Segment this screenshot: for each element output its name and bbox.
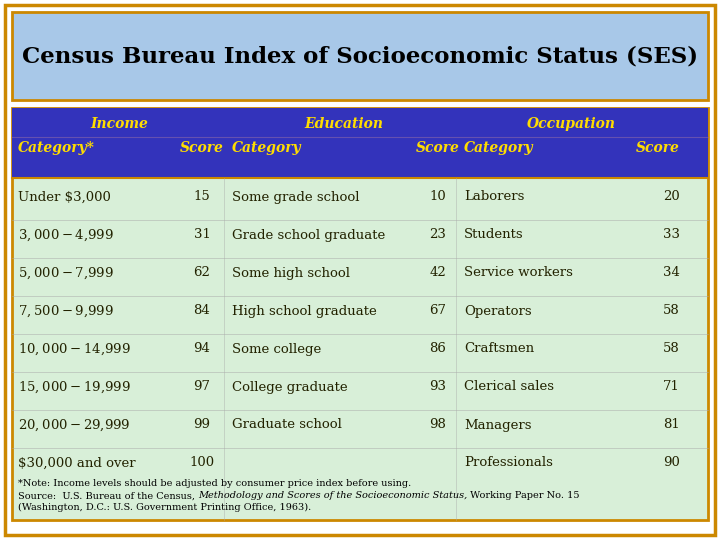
Text: (Washington, D.C.: U.S. Government Printing Office, 1963).: (Washington, D.C.: U.S. Government Print… xyxy=(18,502,311,511)
Text: College graduate: College graduate xyxy=(232,381,348,394)
Text: $20,000-$29,999: $20,000-$29,999 xyxy=(18,417,130,433)
Text: $30,000 and over: $30,000 and over xyxy=(18,456,135,469)
Text: 84: 84 xyxy=(194,305,210,318)
Text: 98: 98 xyxy=(430,418,446,431)
Text: 34: 34 xyxy=(663,267,680,280)
Text: 99: 99 xyxy=(194,418,210,431)
Text: Score: Score xyxy=(416,141,460,155)
Text: Graduate school: Graduate school xyxy=(232,418,342,431)
Text: Education: Education xyxy=(305,117,384,131)
Text: Professionals: Professionals xyxy=(464,456,553,469)
Text: Score: Score xyxy=(180,141,224,155)
Text: 81: 81 xyxy=(663,418,680,431)
Text: Under $3,000: Under $3,000 xyxy=(18,191,111,204)
Text: Occupation: Occupation xyxy=(526,117,616,131)
Text: Grade school graduate: Grade school graduate xyxy=(232,228,385,241)
Text: $15,000-$19,999: $15,000-$19,999 xyxy=(18,379,131,395)
Text: Category: Category xyxy=(232,141,302,155)
Text: 71: 71 xyxy=(663,381,680,394)
Text: Service workers: Service workers xyxy=(464,267,573,280)
Text: 94: 94 xyxy=(194,342,210,355)
Text: 67: 67 xyxy=(430,305,446,318)
Text: 86: 86 xyxy=(430,342,446,355)
Text: 23: 23 xyxy=(430,228,446,241)
Text: Methodology and Scores of the Socioeconomic Status,: Methodology and Scores of the Socioecono… xyxy=(198,491,467,501)
Text: 31: 31 xyxy=(194,228,210,241)
Text: Some grade school: Some grade school xyxy=(232,191,359,204)
Text: 10: 10 xyxy=(430,191,446,204)
Text: Craftsmen: Craftsmen xyxy=(464,342,534,355)
Text: 33: 33 xyxy=(663,228,680,241)
Text: Some college: Some college xyxy=(232,342,321,355)
Text: 100: 100 xyxy=(189,456,215,469)
Text: 90: 90 xyxy=(663,456,680,469)
Text: Clerical sales: Clerical sales xyxy=(464,381,554,394)
Text: High school graduate: High school graduate xyxy=(232,305,377,318)
Text: Working Paper No. 15: Working Paper No. 15 xyxy=(467,491,580,501)
Text: 93: 93 xyxy=(430,381,446,394)
Text: Operators: Operators xyxy=(464,305,531,318)
Text: 97: 97 xyxy=(194,381,210,394)
Text: 20: 20 xyxy=(663,191,680,204)
Bar xyxy=(12,12,708,100)
Text: Students: Students xyxy=(464,228,523,241)
Text: Income: Income xyxy=(90,117,148,131)
Text: $5,000-$7,999: $5,000-$7,999 xyxy=(18,265,114,281)
Text: $10,000-$14,999: $10,000-$14,999 xyxy=(18,341,131,357)
Text: Source:  U.S. Bureau of the Census,: Source: U.S. Bureau of the Census, xyxy=(18,491,198,501)
Text: Managers: Managers xyxy=(464,418,531,431)
Text: $3,000-$4,999: $3,000-$4,999 xyxy=(18,227,114,243)
Text: Census Bureau Index of Socioeconomic Status (SES): Census Bureau Index of Socioeconomic Sta… xyxy=(22,45,698,67)
Text: 42: 42 xyxy=(430,267,446,280)
Text: 58: 58 xyxy=(663,342,680,355)
Bar xyxy=(12,108,708,178)
Text: Category: Category xyxy=(464,141,534,155)
Text: Laborers: Laborers xyxy=(464,191,524,204)
Text: Some high school: Some high school xyxy=(232,267,350,280)
Text: 58: 58 xyxy=(663,305,680,318)
Text: Score: Score xyxy=(636,141,680,155)
Bar xyxy=(12,108,708,520)
Text: 62: 62 xyxy=(194,267,210,280)
Text: $7,500-$9,999: $7,500-$9,999 xyxy=(18,303,114,319)
Text: Category*: Category* xyxy=(18,141,95,155)
Text: 15: 15 xyxy=(194,191,210,204)
Text: *Note: Income levels should be adjusted by consumer price index before using.: *Note: Income levels should be adjusted … xyxy=(18,480,411,489)
